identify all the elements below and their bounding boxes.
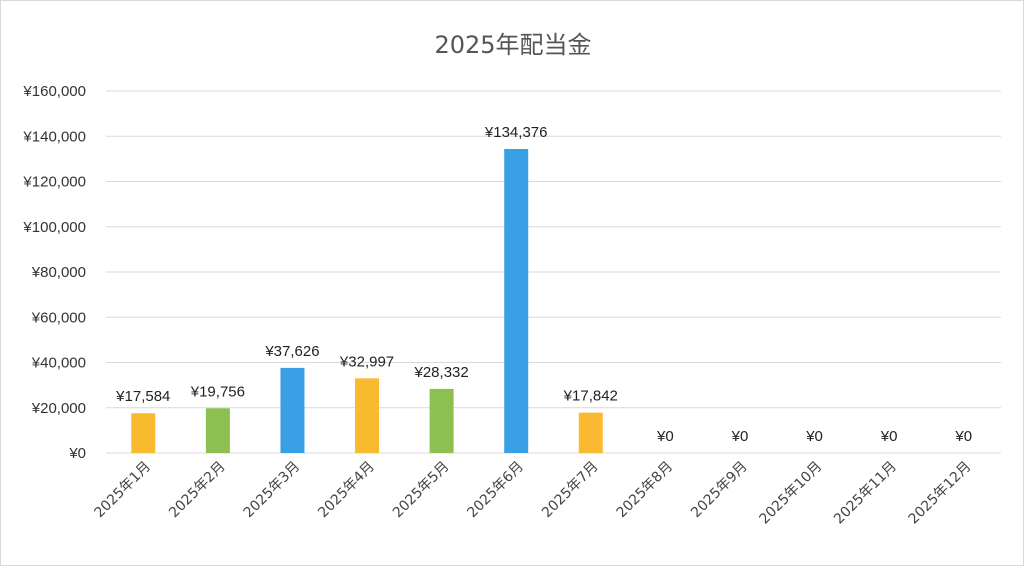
x-tick-label: 2025年4月 [315, 459, 378, 522]
x-tick-label: 2025年3月 [241, 459, 304, 522]
bar [280, 367, 305, 453]
data-label: ¥134,376 [484, 124, 548, 141]
x-tick-label: 2025年1月 [92, 459, 155, 522]
data-label: ¥28,332 [414, 364, 469, 381]
bar [504, 148, 529, 453]
y-tick-label: ¥100,000 [22, 219, 86, 236]
data-label: ¥17,584 [115, 388, 170, 405]
bars [131, 148, 603, 453]
data-label: ¥0 [954, 428, 972, 445]
x-axis: 2025年1月 2025年2月 2025年3月 2025年4月 2025年5月 2025年… [92, 459, 975, 528]
bar [355, 378, 380, 453]
y-tick-label: ¥20,000 [31, 400, 86, 417]
data-label: ¥0 [805, 428, 823, 445]
bar [578, 412, 603, 453]
x-tick-label: 2025年8月 [614, 459, 677, 522]
chart-title: 2025年配当金 [434, 31, 591, 59]
x-tick-label: 2025年7月 [539, 459, 602, 522]
x-tick-label: 2025年2月 [166, 459, 229, 522]
y-axis: ¥0 ¥20,000 ¥40,000 ¥60,000 ¥80,000 ¥100,000 ¥1… [22, 83, 86, 462]
y-tick-label: ¥60,000 [31, 309, 86, 326]
x-tick-label: 2025年10月 [756, 459, 825, 528]
y-tick-label: ¥0 [68, 445, 86, 462]
x-tick-label: 2025年12月 [906, 459, 975, 528]
data-label: ¥19,756 [190, 383, 245, 400]
data-label: ¥32,997 [339, 353, 394, 370]
y-tick-label: ¥40,000 [31, 355, 86, 372]
bar [205, 408, 230, 453]
x-tick-label: 2025年5月 [390, 459, 453, 522]
data-label: ¥17,842 [563, 388, 618, 405]
data-label: ¥0 [880, 428, 898, 445]
y-tick-label: ¥120,000 [22, 174, 86, 191]
data-label: ¥0 [731, 428, 749, 445]
gridlines [106, 90, 1001, 454]
x-tick-label: 2025年9月 [688, 459, 751, 522]
y-tick-label: ¥80,000 [31, 264, 86, 281]
bar [429, 388, 454, 453]
data-label: ¥0 [656, 428, 674, 445]
x-tick-label: 2025年6月 [464, 459, 527, 522]
bar [131, 413, 156, 453]
y-tick-label: ¥140,000 [22, 128, 86, 145]
data-labels: ¥17,584 ¥19,756 ¥37,626 ¥32,997 ¥28,332 ¥134,… [115, 124, 972, 445]
x-tick-label: 2025年11月 [831, 459, 900, 528]
y-tick-label: ¥160,000 [22, 83, 86, 100]
data-label: ¥37,626 [264, 343, 319, 360]
